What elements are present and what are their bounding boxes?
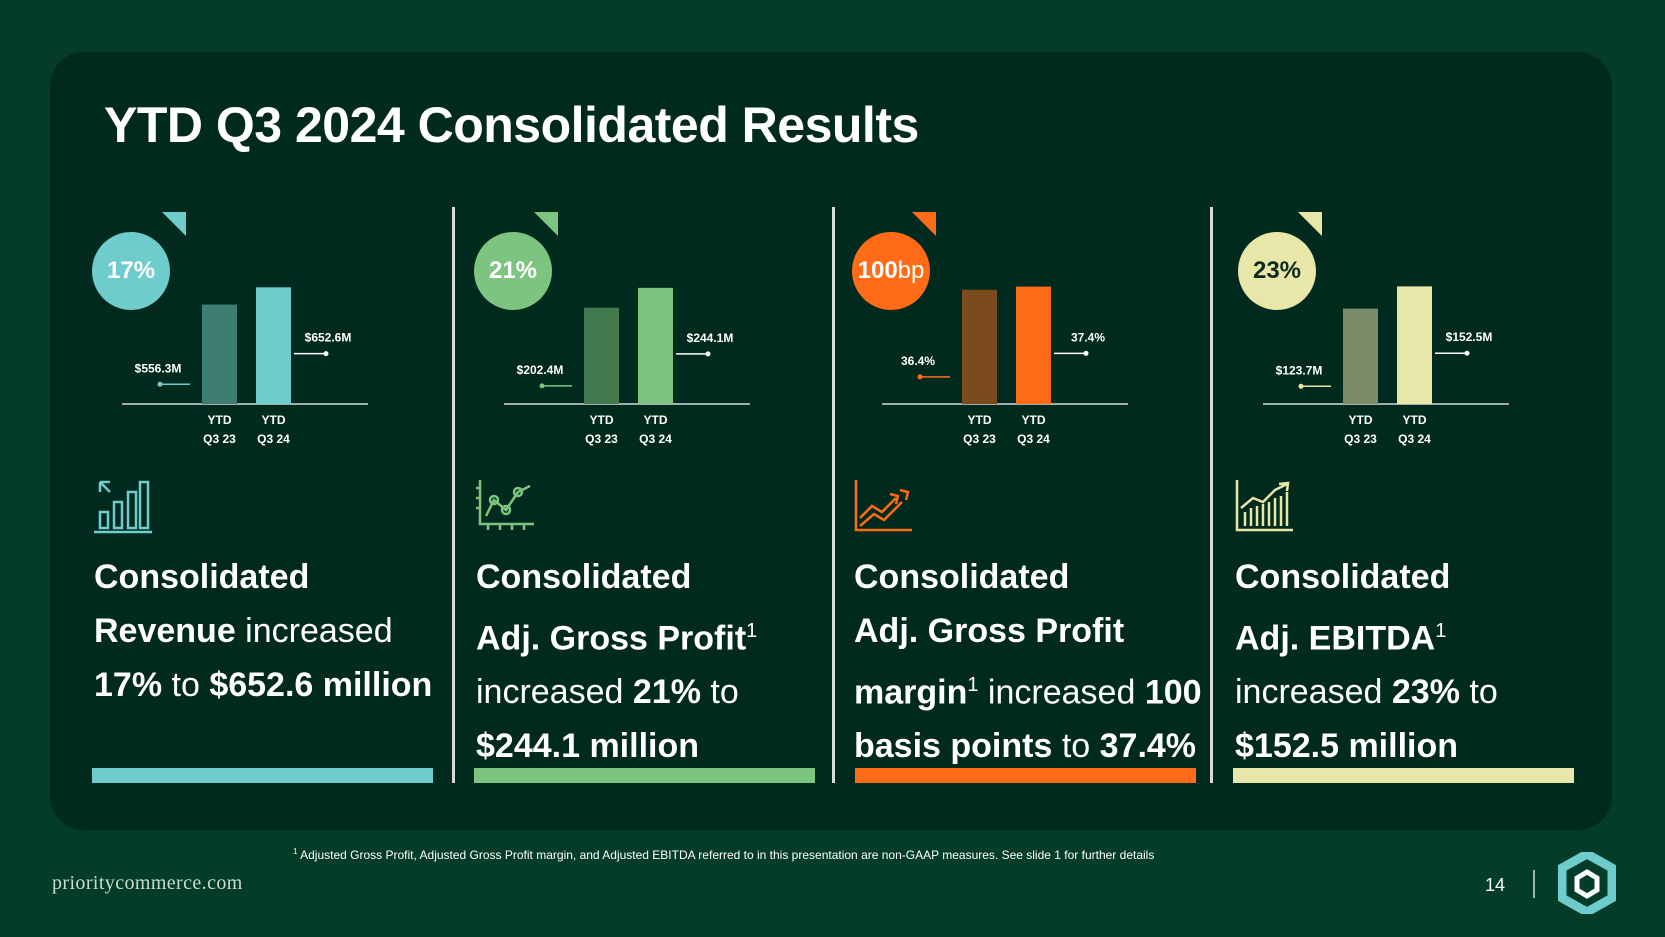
leader-dot xyxy=(1083,350,1089,356)
line-chart-points-icon xyxy=(476,480,534,530)
leader-dot xyxy=(539,383,545,389)
up-arrow-icon xyxy=(912,212,936,236)
column-divider xyxy=(452,207,455,783)
accent-strip xyxy=(92,768,433,783)
leader-dot xyxy=(1464,350,1470,356)
x-tick-label: Q3 23 xyxy=(963,432,996,446)
footnote: 1 Adjusted Gross Profit, Adjusted Gross … xyxy=(293,847,1155,862)
badge-value: 21% xyxy=(488,257,538,284)
x-tick-label: Q3 23 xyxy=(203,432,236,446)
growth-badge: 17% xyxy=(92,232,170,310)
kpi-description: Consolidated Revenue increased 17% to $6… xyxy=(94,558,433,704)
x-tick-label: Q3 24 xyxy=(257,432,290,446)
up-arrow-icon xyxy=(162,212,186,236)
accent-strip xyxy=(1233,768,1574,783)
x-tick-label: YTD xyxy=(208,413,232,427)
leader-dot xyxy=(323,351,329,357)
data-label: $202.4M xyxy=(517,363,564,377)
kpi-description: Consolidated Adj. Gross Profit1 increase… xyxy=(476,558,758,766)
kpi-card-gross-margin: 100bp YTD Q3 23 YTD Q3 24 36.4% 37.4% Consoli… xyxy=(852,200,1212,790)
growth-badge: 100bp xyxy=(852,232,930,310)
bar-1 xyxy=(1343,308,1378,404)
x-tick-label: Q3 24 xyxy=(1017,432,1050,446)
kpi-card-ebitda: 23% YTD Q3 23 YTD Q3 24 $123.7M $152.5M Conso… xyxy=(1233,200,1593,790)
up-arrow-icon xyxy=(1298,212,1322,236)
badge-value: 17% xyxy=(106,257,156,284)
accent-strip xyxy=(855,768,1196,783)
kpi-card-gross-profit: 21% YTD Q3 23 YTD Q3 24 $202.4M $244.1M Conso… xyxy=(474,200,834,790)
ebitda-bar-chart: YTD Q3 23 YTD Q3 24 $123.7M $152.5M xyxy=(1263,286,1509,446)
x-tick-label: YTD xyxy=(1403,413,1427,427)
data-label: 36.4% xyxy=(901,354,935,368)
website-link[interactable]: prioritycommerce.com xyxy=(52,872,243,894)
accent-strip xyxy=(474,768,815,783)
x-tick-label: YTD xyxy=(262,413,286,427)
bar-2 xyxy=(1016,286,1051,404)
company-logo-icon xyxy=(1558,852,1616,914)
page-number: 14 xyxy=(1485,875,1506,895)
trend-up-icon xyxy=(854,480,912,532)
leader-dot xyxy=(705,351,711,357)
badge-value: 100bp xyxy=(857,257,925,284)
x-tick-label: Q3 23 xyxy=(585,432,618,446)
x-tick-label: Q3 24 xyxy=(1398,432,1431,446)
column-divider xyxy=(832,207,835,783)
leader-dot xyxy=(157,381,163,387)
data-label: $652.6M xyxy=(305,331,352,345)
kpi-description: Consolidated Adj. Gross Profit margin1 i… xyxy=(854,558,1202,766)
data-label: $123.7M xyxy=(1276,363,1323,377)
gross-margin-bar-chart: YTD Q3 23 YTD Q3 24 36.4% 37.4% xyxy=(882,286,1128,446)
growth-badge: 21% xyxy=(474,232,552,310)
x-tick-label: YTD xyxy=(644,413,668,427)
page-title: YTD Q3 2024 Consolidated Results xyxy=(104,97,919,153)
up-arrow-icon xyxy=(534,212,558,236)
x-tick-label: YTD xyxy=(1349,413,1373,427)
bar-chart-up-icon xyxy=(94,480,152,534)
bar-1 xyxy=(584,307,619,404)
x-tick-label: Q3 23 xyxy=(1344,432,1377,446)
revenue-bar-chart: YTD Q3 23 YTD Q3 24 $556.3M $652.6M xyxy=(122,287,368,446)
footer-separator xyxy=(1533,870,1535,898)
results-panel xyxy=(50,52,1612,830)
data-label: $152.5M xyxy=(1446,330,1493,344)
x-tick-label: YTD xyxy=(968,413,992,427)
bar-2 xyxy=(256,287,291,404)
bar-1 xyxy=(962,289,997,404)
bar-2 xyxy=(638,287,673,404)
x-tick-label: YTD xyxy=(590,413,614,427)
bar-1 xyxy=(202,304,237,404)
growth-badge: 23% xyxy=(1238,232,1316,310)
leader-dot xyxy=(1298,383,1304,389)
data-label: $556.3M xyxy=(135,361,182,375)
column-divider xyxy=(1210,207,1213,783)
kpi-card-revenue: 17% YTD Q3 23 YTD Q3 24 $556.3M $652.6M Conso… xyxy=(92,200,452,790)
column-chart-up-icon xyxy=(1235,480,1293,532)
gross-profit-bar-chart: YTD Q3 23 YTD Q3 24 $202.4M $244.1M xyxy=(504,287,750,446)
data-label: $244.1M xyxy=(687,331,734,345)
data-label: 37.4% xyxy=(1071,330,1105,344)
kpi-description: Consolidated Adj. EBITDA1 increased 23% … xyxy=(1235,558,1498,766)
x-tick-label: YTD xyxy=(1022,413,1046,427)
x-tick-label: Q3 24 xyxy=(639,432,672,446)
bar-2 xyxy=(1397,286,1432,404)
badge-value: 23% xyxy=(1252,257,1302,284)
leader-dot xyxy=(917,374,923,380)
